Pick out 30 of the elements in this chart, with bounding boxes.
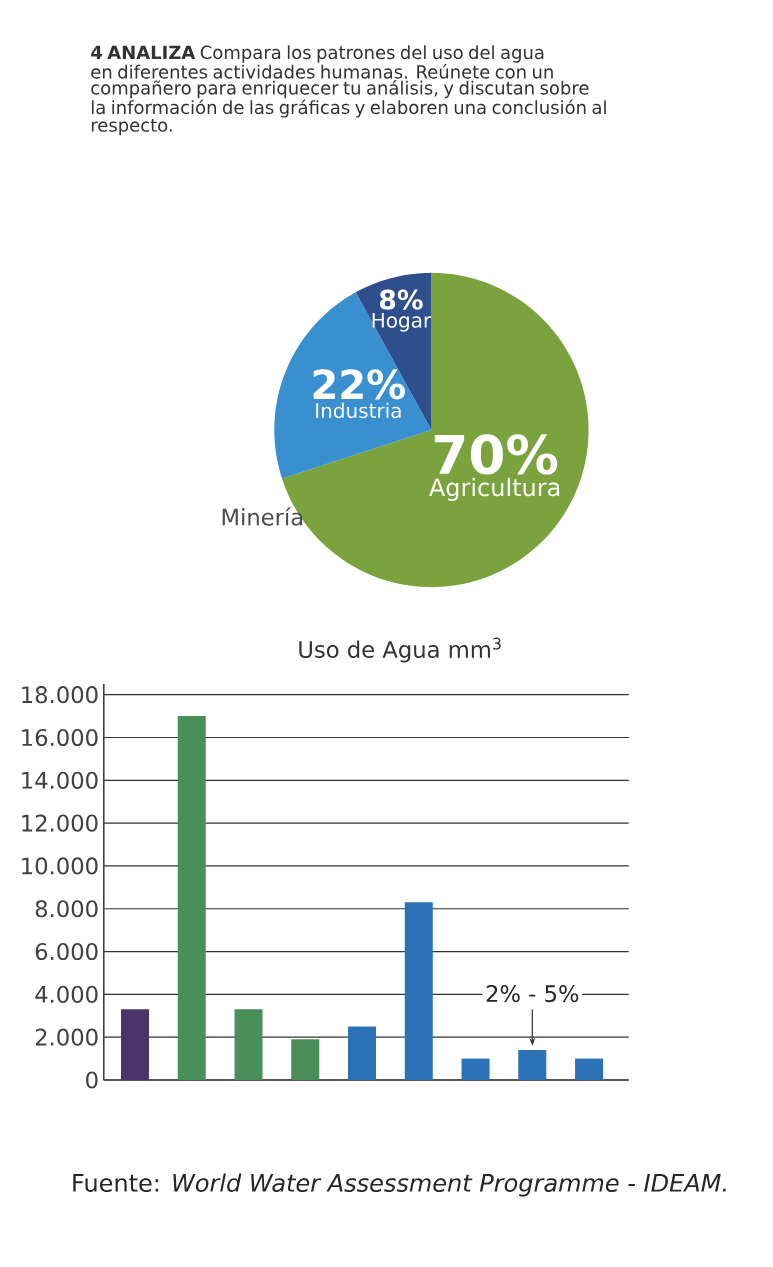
annotation: 2% - 5%	[486, 984, 579, 1003]
bar	[234, 1009, 263, 1080]
bar	[177, 716, 206, 1080]
y-tick-label: 6.000	[35, 942, 98, 961]
bar	[518, 1050, 547, 1080]
bar	[121, 1009, 149, 1080]
data-label: 22%	[313, 369, 405, 400]
y-tick-label: 10.000	[22, 857, 98, 875]
source-note: Fuente: World Water Assessment Programme - IDEAM.	[73, 1173, 726, 1197]
slice-label: Agricultura	[429, 477, 560, 502]
bar	[461, 1058, 490, 1080]
y-tick-label: 2.000	[35, 1028, 98, 1046]
chart-title: Uso de Agua mm$^{3}$	[299, 637, 501, 663]
slice-label: Industria	[316, 402, 401, 419]
bar	[348, 1026, 377, 1080]
y-tick-label: 18.000	[22, 686, 98, 704]
data-label: 70%	[434, 434, 558, 475]
y-tick-label: 8.000	[35, 900, 98, 918]
bar	[291, 1039, 320, 1080]
text: Minería	[222, 507, 303, 526]
data-label: 8%	[379, 289, 423, 310]
bar	[404, 902, 433, 1080]
text: 4 ANALIZA Compara los patrones del uso del agua en diferentes actividades humanas. Reúnete con un compañero para enriquecer tu análisis, y discutan sobre la información de las gráficas y elaboren una conclusión al respecto.	[91, 45, 606, 136]
y-tick-label: 14.000	[22, 771, 98, 789]
bar	[575, 1058, 604, 1080]
y-tick-label: 16.000	[22, 728, 98, 747]
y-tick-label: 4.000	[35, 985, 98, 1003]
slice-label: Hogar	[372, 312, 432, 332]
y-tick-label: 12.000	[22, 814, 98, 832]
y-tick-label: 0	[86, 1071, 98, 1089]
